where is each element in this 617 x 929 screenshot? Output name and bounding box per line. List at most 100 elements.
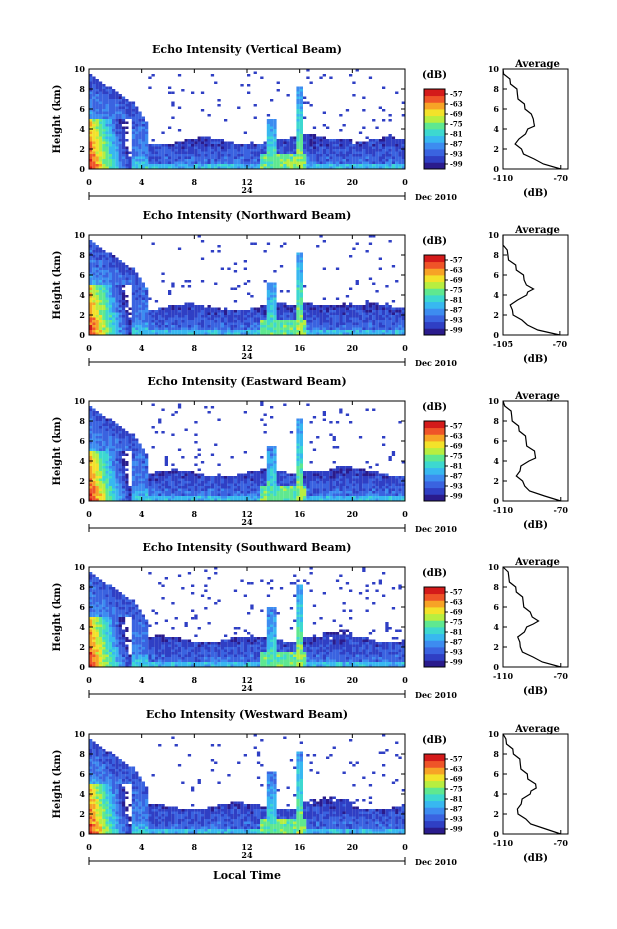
heatmap-cell	[200, 166, 205, 169]
heatmap-cell	[306, 471, 310, 474]
heatmap-cell	[266, 332, 271, 335]
heatmap-cell	[125, 486, 129, 489]
heatmap-cell	[115, 267, 119, 270]
heatmap-cell	[299, 131, 303, 134]
heatmap-cell	[312, 320, 317, 323]
heatmap-cell	[131, 104, 136, 107]
heatmap-cell	[181, 476, 185, 479]
heatmap-cell	[306, 403, 310, 406]
heatmap-cell	[388, 486, 392, 489]
heatmap-cell	[98, 250, 103, 253]
heatmap-cell	[220, 493, 224, 496]
heatmap-cell	[121, 491, 126, 494]
heatmap-cell	[299, 431, 303, 434]
heatmap-cell	[240, 325, 244, 328]
heatmap-cell	[352, 488, 356, 491]
heatmap-cell	[158, 322, 162, 325]
heatmap-cell	[95, 458, 99, 461]
heatmap-cell	[385, 317, 389, 320]
heatmap-cell	[161, 408, 165, 411]
heatmap-cell	[181, 156, 185, 159]
heatmap-cell	[296, 446, 300, 449]
heatmap-cell	[388, 159, 392, 162]
heatmap-cell	[102, 297, 106, 300]
heatmap-cell	[194, 491, 198, 494]
heatmap-cell	[115, 320, 119, 323]
y-axis-label: Height (km)	[52, 251, 63, 320]
heatmap-cell	[339, 307, 343, 310]
heatmap-cell	[138, 305, 142, 308]
heatmap-cell	[352, 491, 356, 494]
heatmap-cell	[312, 156, 317, 159]
heatmap-cell	[263, 144, 267, 147]
heatmap-cell	[395, 486, 399, 489]
heatmap-cell	[286, 496, 290, 499]
heatmap-cell	[299, 423, 303, 426]
heatmap-cell	[247, 146, 251, 149]
heatmap-cell	[197, 476, 201, 479]
heatmap-cell	[398, 154, 402, 157]
heatmap-cell	[95, 267, 99, 270]
heatmap-cell	[177, 149, 182, 152]
colorbar: (dB)-57-63-69-75-81-87-93-99	[422, 402, 463, 502]
heatmap-cell	[102, 327, 106, 330]
heatmap-cell	[276, 481, 280, 484]
heatmap-cell	[316, 141, 320, 144]
heatmap-cell	[286, 305, 290, 308]
heatmap-cell	[154, 154, 159, 157]
heatmap-cell	[240, 144, 244, 147]
heatmap-cell	[177, 106, 182, 109]
colorbar: (dB)-57-63-69-75-81-87-93-99	[422, 236, 463, 336]
heatmap-cell	[368, 491, 373, 494]
heatmap-cell	[335, 498, 340, 501]
heatmap-cell	[95, 448, 99, 451]
heatmap-cell	[299, 320, 303, 323]
heatmap-cell	[135, 307, 139, 310]
heatmap-cell	[112, 423, 116, 426]
heatmap-cell	[299, 91, 303, 94]
heatmap-cell	[115, 426, 119, 429]
heatmap-cell	[95, 86, 99, 89]
heatmap-cell	[395, 320, 399, 323]
heatmap-cell	[177, 247, 182, 250]
heatmap-cell	[319, 325, 323, 328]
heatmap-cell	[197, 453, 201, 456]
heatmap-cell	[184, 491, 188, 494]
heatmap-cell	[118, 124, 122, 127]
heatmap-cell	[266, 312, 271, 315]
heatmap-cell	[108, 295, 113, 298]
heatmap-cell	[283, 305, 287, 308]
heatmap-cell	[220, 491, 224, 494]
heatmap-cell	[253, 164, 257, 167]
heatmap-cell	[95, 114, 99, 117]
heatmap-cell	[253, 242, 257, 245]
heatmap-cell	[299, 438, 303, 441]
heatmap-cell	[378, 332, 382, 335]
heatmap-cell	[270, 126, 274, 129]
heatmap-cell	[352, 305, 356, 308]
heatmap-cell	[121, 267, 126, 270]
heatmap-cell	[279, 159, 284, 162]
heatmap-cell	[214, 488, 218, 491]
heatmap-cell	[115, 431, 119, 434]
heatmap-cell	[210, 330, 215, 333]
heatmap-cell	[319, 76, 323, 79]
heatmap-cell	[98, 496, 103, 499]
heatmap-cell	[237, 317, 241, 320]
heatmap-cell	[391, 139, 396, 142]
heatmap-cell	[184, 330, 188, 333]
heatmap-cell	[293, 156, 297, 159]
heatmap-cell	[372, 141, 376, 144]
heatmap-cell	[279, 156, 284, 159]
heatmap-cell	[233, 332, 238, 335]
heatmap-cell	[358, 471, 363, 474]
heatmap-cell	[168, 486, 172, 489]
heatmap-cell	[224, 161, 228, 164]
heatmap-cell	[187, 280, 192, 283]
heatmap-cell	[135, 322, 139, 325]
heatmap-cell	[151, 315, 155, 318]
heatmap-cell	[105, 126, 109, 129]
heatmap-cell	[372, 332, 376, 335]
heatmap-cell	[312, 154, 317, 157]
